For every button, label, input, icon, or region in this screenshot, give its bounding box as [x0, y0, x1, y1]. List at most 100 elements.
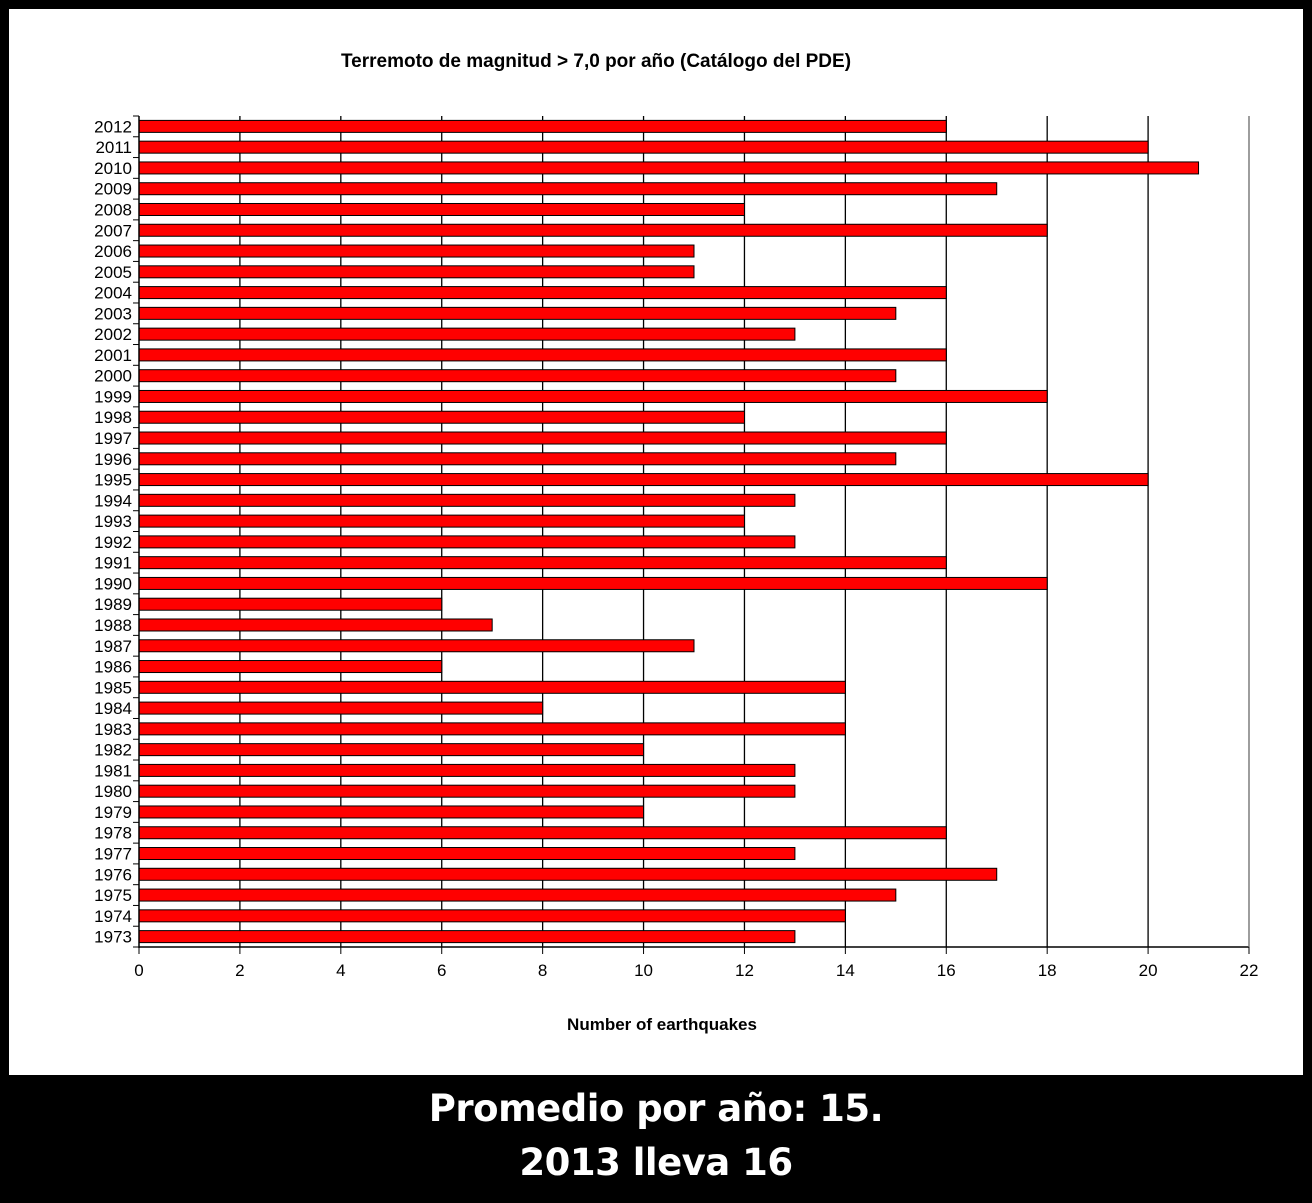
y-tick-label-2001: 2001 — [94, 346, 132, 365]
x-tick-label-0: 0 — [134, 961, 143, 980]
chart-title: Terremoto de magnitud > 7,0 por año (Cat… — [341, 51, 851, 72]
y-tick-label-1989: 1989 — [94, 595, 132, 614]
y-tick-label-1978: 1978 — [94, 824, 132, 843]
bar-1978 — [138, 826, 947, 840]
bar-1987 — [138, 639, 695, 653]
y-tick-label-1987: 1987 — [94, 637, 132, 656]
y-tick-label-1984: 1984 — [94, 699, 132, 718]
x-axis-label: Number of earthquakes — [567, 1015, 757, 1034]
bar-2001 — [138, 348, 947, 362]
x-tick-label-16: 16 — [937, 961, 956, 980]
y-tick-label-2000: 2000 — [94, 367, 132, 386]
bar-1977 — [138, 847, 796, 861]
x-tick-label-12: 12 — [735, 961, 754, 980]
bar-2004 — [138, 286, 947, 300]
y-tick-label-2010: 2010 — [94, 159, 132, 178]
y-tick-label-2012: 2012 — [94, 117, 132, 136]
bar-1993 — [138, 514, 745, 528]
x-tick-label-2: 2 — [235, 961, 244, 980]
bar-1984 — [138, 701, 544, 715]
y-tick-label-1982: 1982 — [94, 741, 132, 760]
bar-1990 — [138, 576, 1048, 590]
x-tick-label-22: 22 — [1240, 961, 1259, 980]
y-tick-label-1997: 1997 — [94, 429, 132, 448]
bar-2008 — [138, 202, 745, 216]
x-tick-labels: 0 2 4 6 8 10 12 14 16 18 20 22 — [134, 961, 1258, 980]
y-tick-label-2009: 2009 — [94, 180, 132, 199]
y-tick-label-1996: 1996 — [94, 450, 132, 469]
y-tick-label-2006: 2006 — [94, 242, 132, 261]
bar-2010 — [138, 161, 1200, 175]
bar-2003 — [138, 306, 897, 320]
bar-1975 — [138, 888, 897, 902]
y-tick-label-1973: 1973 — [94, 928, 132, 947]
x-tick-label-8: 8 — [538, 961, 547, 980]
bar-1997 — [138, 431, 947, 445]
y-tick-label-1980: 1980 — [94, 782, 132, 801]
bars-group — [138, 119, 1200, 944]
bar-2006 — [138, 244, 695, 258]
bar-1988 — [138, 618, 493, 632]
y-tick-label-2005: 2005 — [94, 263, 132, 282]
bar-1994 — [138, 493, 796, 507]
chart-panel: Terremoto de magnitud > 7,0 por año (Cat… — [9, 9, 1303, 1075]
y-tick-label-1993: 1993 — [94, 512, 132, 531]
x-tick-label-18: 18 — [1038, 961, 1057, 980]
x-tick-label-14: 14 — [836, 961, 855, 980]
bar-1999 — [138, 389, 1048, 403]
y-tick-label-1976: 1976 — [94, 865, 132, 884]
y-tick-label-1981: 1981 — [94, 761, 132, 780]
bar-1989 — [138, 597, 443, 611]
bar-1991 — [138, 556, 947, 570]
bar-1980 — [138, 784, 796, 798]
y-tick-label-1977: 1977 — [94, 845, 132, 864]
y-tick-label-1988: 1988 — [94, 616, 132, 635]
caption: Promedio por año: 15. 2013 lleva 16 — [0, 1082, 1312, 1190]
bar-2012 — [138, 119, 947, 133]
bar-1985 — [138, 680, 846, 694]
y-tick-label-1986: 1986 — [94, 658, 132, 677]
bar-chart: Terremoto de magnitud > 7,0 por año (Cat… — [94, 51, 1258, 1034]
y-tick-label-1990: 1990 — [94, 574, 132, 593]
axes-group — [133, 115, 1250, 954]
bar-1995 — [138, 473, 1149, 487]
bar-1981 — [138, 763, 796, 777]
y-tick-label-1995: 1995 — [94, 471, 132, 490]
y-tick-label-2002: 2002 — [94, 325, 132, 344]
bar-2007 — [138, 223, 1048, 237]
bar-1973 — [138, 930, 796, 944]
bar-1979 — [138, 805, 645, 819]
y-tick-label-1983: 1983 — [94, 720, 132, 739]
y-tick-label-1994: 1994 — [94, 491, 132, 510]
bar-1983 — [138, 722, 846, 736]
bar-1976 — [138, 867, 998, 881]
bar-1992 — [138, 535, 796, 549]
y-tick-label-2011: 2011 — [95, 138, 132, 157]
x-tick-label-10: 10 — [634, 961, 653, 980]
bar-2000 — [138, 369, 897, 383]
caption-line-1: Promedio por año: 15. — [428, 1087, 884, 1130]
bar-2011 — [138, 140, 1149, 154]
bar-1974 — [138, 909, 846, 923]
y-tick-label-1985: 1985 — [94, 678, 132, 697]
y-tick-label-1991: 1991 — [94, 554, 132, 573]
bar-1982 — [138, 743, 645, 757]
y-tick-label-1998: 1998 — [94, 408, 132, 427]
bar-2005 — [138, 265, 695, 279]
y-tick-label-2008: 2008 — [94, 200, 132, 219]
caption-line-2: 2013 lleva 16 — [519, 1141, 793, 1184]
y-tick-label-2007: 2007 — [94, 221, 132, 240]
y-tick-label-1999: 1999 — [94, 387, 132, 406]
bar-1996 — [138, 452, 897, 466]
grid-lines — [239, 116, 1250, 947]
y-tick-label-1974: 1974 — [94, 907, 132, 926]
bar-1986 — [138, 660, 443, 674]
y-tick-label-1979: 1979 — [94, 803, 132, 822]
x-tick-label-4: 4 — [336, 961, 345, 980]
x-tick-label-20: 20 — [1139, 961, 1158, 980]
y-tick-label-2003: 2003 — [94, 304, 132, 323]
bar-2002 — [138, 327, 796, 341]
x-tick-label-6: 6 — [437, 961, 446, 980]
bar-1998 — [138, 410, 745, 424]
